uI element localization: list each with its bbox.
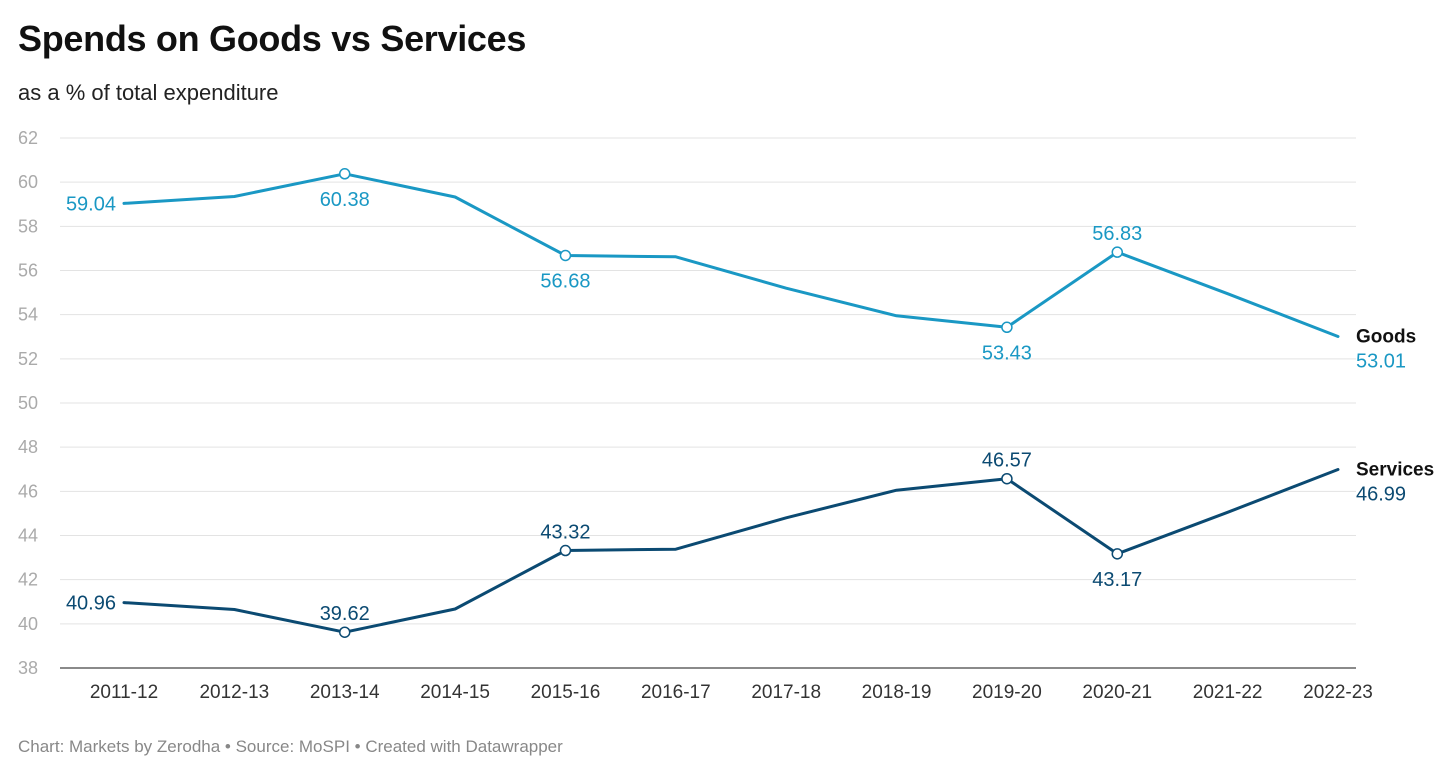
chart-subtitle: as a % of total expenditure	[18, 80, 279, 105]
y-tick-label: 42	[18, 570, 38, 590]
y-tick-label: 38	[18, 658, 38, 678]
data-labels: 59.04 60.38 56.68 53.43 56.83 53.01 Goods 40.96…	[66, 189, 1434, 625]
data-point-marker	[338, 626, 351, 638]
y-tick-label: 40	[18, 614, 38, 634]
data-point-marker	[559, 544, 572, 557]
data-label: 53.01	[1356, 351, 1406, 373]
y-tick-label: 52	[18, 349, 38, 369]
y-tick-label: 46	[18, 481, 38, 501]
data-label: 46.99	[1356, 483, 1406, 505]
series-lines	[122, 168, 1340, 638]
data-label: 46.57	[982, 450, 1032, 472]
data-label: 56.83	[1092, 223, 1142, 245]
data-label: 56.68	[540, 270, 590, 292]
x-axis: 2011-12 2012-13 2013-14 2014-15 2015-16 2016-…	[90, 682, 1373, 703]
data-label: 60.38	[320, 189, 370, 211]
data-label: 39.62	[320, 603, 370, 625]
x-tick-label: 2014-15	[420, 682, 490, 703]
data-label: 40.96	[66, 593, 116, 615]
data-point-marker	[1111, 548, 1124, 560]
series-name-label: Services	[1356, 459, 1434, 480]
data-label: 43.17	[1092, 569, 1142, 591]
data-point-marker	[338, 168, 351, 180]
x-tick-label: 2018-19	[862, 682, 932, 703]
y-tick-label: 50	[18, 393, 38, 413]
y-tick-label: 62	[18, 128, 38, 148]
gridlines	[60, 137, 1356, 669]
x-tick-label: 2012-13	[199, 682, 269, 703]
x-tick-label: 2017-18	[751, 682, 821, 703]
line-chart: 38 40 42 44 46 48 50 52 54 56 58 60 62 2011-12 2012-1…	[18, 128, 1434, 703]
x-tick-label: 2011-12	[90, 682, 158, 703]
x-tick-label: 2013-14	[310, 682, 380, 703]
chart-title: Spends on Goods vs Services	[18, 18, 527, 59]
data-point-marker	[1001, 472, 1013, 485]
y-tick-label: 56	[18, 261, 38, 281]
data-point-marker	[1001, 321, 1013, 334]
y-tick-label: 48	[18, 437, 38, 457]
data-label: 59.04	[66, 193, 116, 215]
x-tick-label: 2016-17	[641, 682, 711, 703]
series-line-goods	[122, 172, 1340, 338]
data-point-marker	[559, 249, 572, 262]
y-tick-label: 60	[18, 172, 38, 192]
series-line-services	[122, 468, 1340, 634]
x-tick-label: 2019-20	[972, 682, 1042, 703]
data-point-marker	[1111, 246, 1124, 258]
x-tick-label: 2021-22	[1193, 682, 1263, 703]
y-tick-label: 54	[18, 305, 38, 325]
x-tick-label: 2022-23	[1303, 682, 1373, 703]
y-axis: 38 40 42 44 46 48 50 52 54 56 58 60 62	[18, 128, 38, 678]
data-label: 53.43	[982, 342, 1032, 364]
x-tick-label: 2015-16	[531, 682, 601, 703]
x-tick-label: 2020-21	[1082, 682, 1152, 703]
series-name-label: Goods	[1356, 327, 1416, 348]
y-tick-label: 58	[18, 216, 38, 236]
data-label: 43.32	[540, 522, 590, 544]
chart-footer: Chart: Markets by Zerodha • Source: MoSP…	[18, 737, 563, 756]
y-tick-label: 44	[18, 526, 38, 546]
